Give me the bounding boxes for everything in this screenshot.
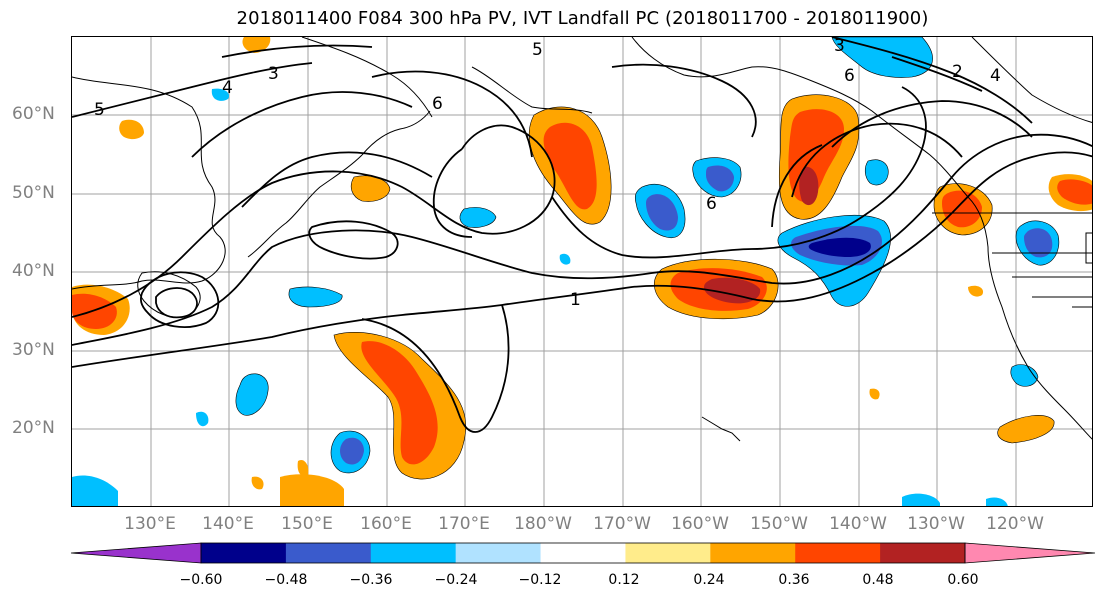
colorbar-tick-label: −0.48 bbox=[264, 572, 308, 588]
colorbar-tick-label: 0.12 bbox=[608, 572, 640, 588]
colorbar-tick-label: −0.12 bbox=[518, 572, 562, 588]
colorbar-extend-max bbox=[964, 542, 1096, 564]
colorbar-tick-label: −0.60 bbox=[179, 572, 223, 588]
colorbar-tick-label: −0.24 bbox=[434, 572, 478, 588]
lon-tick-label: 150°W bbox=[750, 514, 808, 534]
colorbar-tick-label: 0.24 bbox=[693, 572, 725, 588]
map-title: 2018011400 F084 300 hPa PV, IVT Landfall… bbox=[236, 8, 929, 29]
colorbar-box bbox=[455, 543, 542, 563]
colorbar-box bbox=[795, 543, 881, 563]
colorbar-extend-min bbox=[70, 542, 202, 564]
contour-label: 6 bbox=[844, 66, 855, 86]
contour-label: 2 bbox=[952, 62, 963, 82]
lon-tick-label: 180°W bbox=[514, 514, 572, 534]
colorbar-box bbox=[625, 543, 711, 563]
contour-labels: 1 3 4 5 5 6 6 6 3 2 4 bbox=[94, 37, 1001, 310]
gridlines bbox=[72, 37, 1092, 506]
contour-label: 5 bbox=[532, 40, 543, 60]
colorbar-tick-label: 0.36 bbox=[778, 572, 810, 588]
map-canvas: 1 3 4 5 5 6 6 6 3 2 4 bbox=[72, 37, 1092, 506]
lat-tick-label: 20°N bbox=[12, 418, 55, 438]
colorbar-box bbox=[285, 543, 372, 563]
lon-tick-label: 130°E bbox=[124, 514, 176, 534]
colorbar-box bbox=[201, 543, 287, 563]
positive-pv-shading bbox=[72, 37, 1092, 506]
lon-tick-label: 160°E bbox=[360, 514, 412, 534]
contour-label: 3 bbox=[834, 37, 845, 56]
lon-tick-label: 140°W bbox=[829, 514, 887, 534]
lon-tick-label: 160°W bbox=[671, 514, 729, 534]
colorbar-box bbox=[710, 543, 796, 563]
colorbar-box bbox=[540, 543, 626, 563]
lon-tick-label: 170°W bbox=[593, 514, 651, 534]
lon-tick-label: 170°E bbox=[438, 514, 490, 534]
contour-label: 4 bbox=[222, 78, 233, 98]
contour-label: 3 bbox=[268, 64, 279, 84]
contour-label: 4 bbox=[990, 66, 1001, 86]
colorbar bbox=[70, 542, 1096, 564]
lon-tick-label: 130°W bbox=[907, 514, 965, 534]
colorbar-box bbox=[370, 543, 457, 563]
lat-tick-label: 50°N bbox=[12, 183, 55, 203]
colorbar-box bbox=[880, 543, 966, 563]
lat-tick-label: 30°N bbox=[12, 340, 55, 360]
lat-tick-label: 40°N bbox=[12, 261, 55, 281]
negative-pv-shading bbox=[72, 37, 1060, 506]
contour-label: 1 bbox=[570, 290, 581, 310]
colorbar-tick-label: 0.60 bbox=[947, 572, 979, 588]
map-panel: 1 3 4 5 5 6 6 6 3 2 4 bbox=[71, 36, 1093, 507]
contour-label: 5 bbox=[94, 100, 105, 120]
colorbar-tick-label: −0.36 bbox=[349, 572, 393, 588]
lon-tick-label: 140°E bbox=[202, 514, 254, 534]
contour-label: 6 bbox=[706, 194, 717, 214]
contour-label: 6 bbox=[432, 94, 443, 114]
pv-contours bbox=[72, 37, 1092, 433]
colorbar-outline bbox=[200, 542, 966, 564]
lat-tick-label: 60°N bbox=[12, 104, 55, 124]
lon-tick-label: 120°W bbox=[986, 514, 1044, 534]
lon-tick-label: 150°E bbox=[281, 514, 333, 534]
colorbar-tick-label: 0.48 bbox=[862, 572, 894, 588]
